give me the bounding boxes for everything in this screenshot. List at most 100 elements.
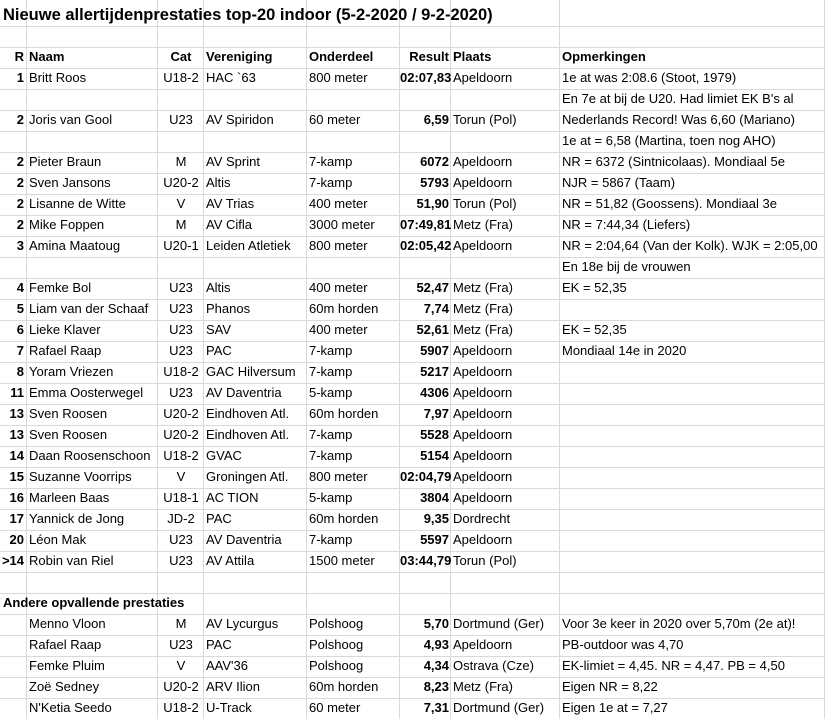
cell-rank[interactable] [0,635,27,655]
cell-name[interactable]: Menno Vloon [29,616,106,631]
cell-rank[interactable] [0,257,27,277]
cell-rank[interactable]: 7 [16,343,24,358]
cell-result[interactable]: 6072 [420,154,449,169]
cell-club[interactable]: PAC [206,637,232,652]
cell-result[interactable]: 4306 [420,385,449,400]
cell-note[interactable]: NR = 2:04,64 (Van der Kolk). WJK = 2:05,… [562,238,818,253]
cell-club[interactable]: AV Cifla [206,217,252,232]
cell-club[interactable] [204,257,307,277]
cell-rank[interactable]: 11 [10,385,24,400]
cell-result[interactable]: 7,97 [423,406,449,421]
cell-note[interactable] [560,509,825,529]
cell-cat[interactable]: U23 [169,385,193,400]
cell-result[interactable]: 4,93 [423,637,449,652]
header-rank[interactable]: R [14,49,24,64]
cell-name[interactable]: Lieke Klaver [29,322,101,337]
cell-rank[interactable]: 2 [16,112,24,127]
cell-event[interactable] [307,257,400,277]
cell-result[interactable]: 6,59 [423,112,449,127]
cell-cat[interactable]: U23 [169,322,193,337]
cell-result[interactable]: 9,35 [423,511,449,526]
cell-place[interactable]: Metz (Fra) [453,322,513,337]
cell-rank[interactable] [0,656,27,676]
cell-name[interactable] [27,131,158,151]
cell-result[interactable]: 03:44,79 [400,553,452,568]
cell-club[interactable] [204,131,307,151]
cell-rank[interactable]: 13 [9,406,24,421]
cell-event[interactable]: 800 meter [309,70,368,85]
cell-cat[interactable]: U23 [169,553,193,568]
cell-club[interactable]: Leiden Atletiek [206,238,291,253]
header-place[interactable]: Plaats [453,49,492,64]
cell-place[interactable]: Apeldoorn [453,238,513,253]
header-notes[interactable]: Opmerkingen [562,49,646,64]
cell-place[interactable]: Apeldoorn [453,364,513,379]
cell-event[interactable]: 7-kamp [309,448,353,463]
cell-rank[interactable] [0,614,27,634]
cell-name[interactable]: Léon Mak [29,532,87,547]
cell-place[interactable] [451,131,560,151]
cell-event[interactable]: 60m horden [309,406,379,421]
cell-result[interactable]: 52,61 [416,322,449,337]
cell-note[interactable]: EK-limiet = 4,45. NR = 4,47. PB = 4,50 [562,658,785,673]
cell-result[interactable]: 02:07,83 [400,70,452,85]
cell-result[interactable] [400,257,451,277]
cell-note[interactable]: Eigen NR = 8,22 [562,679,658,694]
cell-result[interactable]: 5154 [420,448,449,463]
cell-club[interactable]: Eindhoven Atl. [206,427,290,442]
cell-event[interactable]: 7-kamp [309,532,353,547]
cell-place[interactable]: Apeldoorn [453,343,513,358]
cell-result[interactable]: 07:49,81 [400,217,452,232]
cell-rank[interactable]: 1 [16,70,24,85]
cell-place[interactable]: Metz (Fra) [453,679,513,694]
cell-result[interactable]: 5,70 [423,616,449,631]
cell-rank[interactable]: 2 [16,217,24,232]
cell-note[interactable]: NJR = 5867 (Taam) [562,175,676,190]
cell-cat[interactable]: U23 [169,112,193,127]
cell-event[interactable]: 60m horden [309,511,379,526]
cell-name[interactable] [27,257,158,277]
cell-result[interactable]: 5217 [420,364,449,379]
cell-club[interactable]: AV Attila [206,553,255,568]
cell-club[interactable]: GVAC [206,448,242,463]
cell-event[interactable]: 60m horden [309,679,379,694]
cell-club[interactable]: Eindhoven Atl. [206,406,290,421]
cell-cat[interactable]: U18-2 [163,700,199,715]
cell-name[interactable]: Daan Roosenschoon [29,448,151,463]
cell-club[interactable]: AV Sprint [206,154,260,169]
cell-place[interactable]: Apeldoorn [453,70,513,85]
cell-event[interactable]: Polshoog [309,637,364,652]
cell-club[interactable]: ARV Ilion [206,679,260,694]
cell-cat[interactable] [158,89,204,109]
cell-place[interactable]: Apeldoorn [453,490,513,505]
cell-note[interactable] [560,383,825,403]
cell-club[interactable]: AV Daventria [206,385,282,400]
cell-place[interactable]: Torun (Pol) [453,553,517,568]
cell-rank[interactable]: 2 [16,154,24,169]
header-result[interactable]: Result [409,49,449,64]
cell-rank[interactable] [0,698,27,718]
cell-club[interactable]: PAC [206,343,232,358]
cell-cat[interactable]: U23 [169,301,193,316]
cell-place[interactable]: Dordrecht [453,511,511,526]
cell-cat[interactable]: U18-2 [163,364,199,379]
cell-cat[interactable]: U18-2 [163,70,199,85]
cell-note[interactable] [560,488,825,508]
cell-rank[interactable]: 2 [16,196,24,211]
cell-place[interactable]: Ostrava (Cze) [453,658,534,673]
cell-name[interactable]: Robin van Riel [29,553,114,568]
cell-note[interactable]: Voor 3e keer in 2020 over 5,70m (2e at)! [562,616,796,631]
cell-name[interactable]: Yannick de Jong [29,511,125,526]
cell-club[interactable] [204,89,307,109]
cell-note[interactable]: En 18e bij de vrouwen [562,259,691,274]
cell-name[interactable]: Rafael Raap [29,343,102,358]
cell-cat[interactable]: V [176,196,186,211]
cell-result[interactable]: 3804 [420,490,449,505]
cell-cat[interactable]: U23 [169,343,193,358]
cell-event[interactable]: 60 meter [309,112,361,127]
cell-result[interactable]: 7,74 [423,301,449,316]
cell-rank[interactable] [0,131,27,151]
cell-rank[interactable] [0,89,27,109]
header-event[interactable]: Onderdeel [309,49,374,64]
cell-note[interactable] [560,404,825,424]
